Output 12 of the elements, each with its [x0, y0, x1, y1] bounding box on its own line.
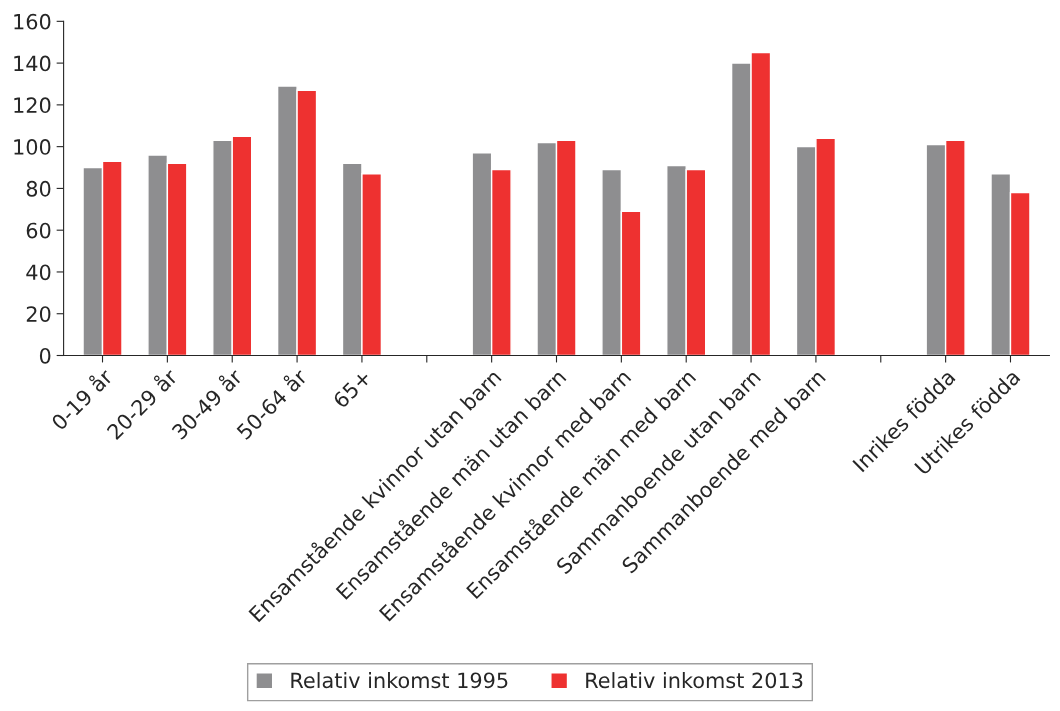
legend-label: Relativ inkomst 2013 — [586, 672, 803, 689]
legend-label: Relativ inkomst 1995 — [291, 672, 508, 689]
x-tick-label: 65+ — [332, 369, 372, 409]
y-tick-label: 20 — [26, 306, 51, 322]
y-tick-label: 120 — [14, 97, 51, 114]
y-tick-label: 80 — [26, 180, 51, 197]
y-tick-label: 60 — [26, 222, 51, 239]
y-tick-label: 140 — [14, 55, 51, 72]
y-tick-label: 40 — [26, 264, 51, 281]
y-tick-label: 160 — [14, 13, 51, 30]
y-tick-label: 100 — [14, 139, 51, 155]
y-tick-label: 0 — [39, 347, 51, 364]
